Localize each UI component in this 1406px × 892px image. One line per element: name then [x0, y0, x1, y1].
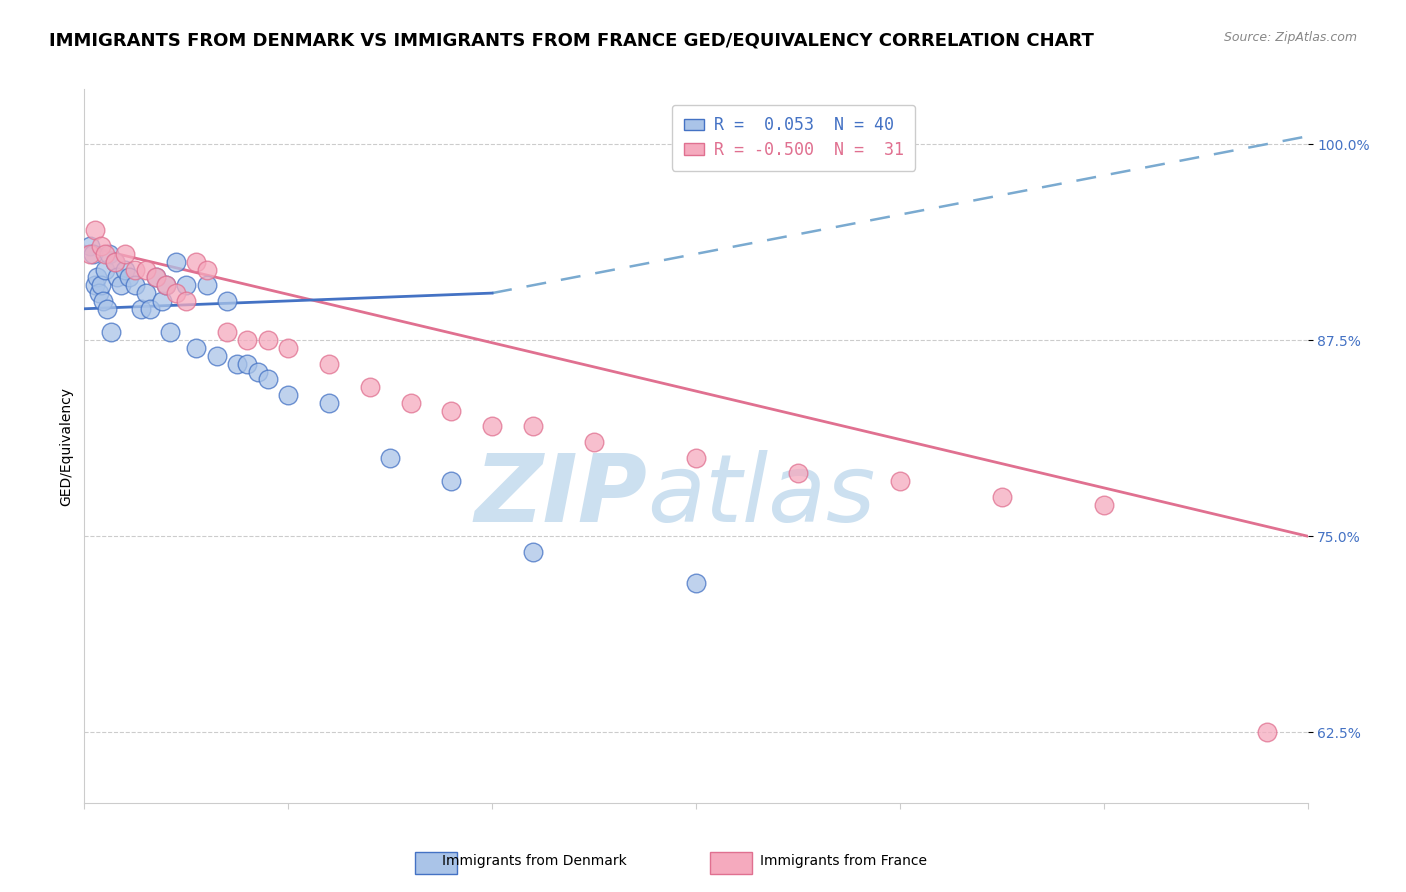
Point: [685, 450, 707, 465]
Point: [138, 301, 160, 316]
Text: IMMIGRANTS FROM DENMARK VS IMMIGRANTS FROM FRANCE GED/EQUIVALENCY CORRELATION CH: IMMIGRANTS FROM DENMARK VS IMMIGRANTS FR…: [49, 31, 1094, 49]
Point: [522, 545, 544, 559]
Y-axis label: GED/Equivalency: GED/Equivalency: [59, 386, 73, 506]
Point: [236, 357, 259, 371]
Point: [318, 396, 340, 410]
Point: [205, 349, 228, 363]
Point: [246, 364, 269, 378]
Point: [79, 239, 101, 253]
Point: [165, 254, 187, 268]
Point: [195, 278, 218, 293]
Text: Immigrants from France: Immigrants from France: [761, 854, 927, 868]
Text: ZIP: ZIP: [474, 450, 647, 542]
Point: [90, 239, 112, 253]
Point: [236, 333, 259, 347]
Legend: R =  0.053  N = 40, R = -0.500  N =  31: R = 0.053 N = 40, R = -0.500 N = 31: [672, 104, 915, 170]
Point: [380, 450, 402, 465]
Point: [787, 467, 810, 481]
Point: [889, 475, 911, 489]
Point: [90, 278, 112, 293]
Point: [104, 254, 127, 268]
Point: [165, 286, 187, 301]
Point: [93, 262, 115, 277]
Point: [118, 270, 141, 285]
Point: [155, 278, 177, 293]
Point: [135, 262, 157, 277]
Point: [440, 475, 463, 489]
Point: [145, 270, 167, 285]
Point: [155, 278, 177, 293]
Point: [93, 247, 115, 261]
Text: Source: ZipAtlas.com: Source: ZipAtlas.com: [1223, 31, 1357, 45]
Point: [257, 333, 280, 347]
Point: [135, 286, 157, 301]
Text: atlas: atlas: [647, 450, 876, 541]
Point: [359, 380, 381, 394]
Point: [186, 254, 208, 268]
Point: [124, 262, 146, 277]
Point: [522, 419, 544, 434]
Point: [150, 293, 173, 308]
Point: [83, 223, 105, 237]
Point: [83, 278, 105, 293]
Point: [86, 270, 108, 285]
Point: [481, 419, 503, 434]
Point: [1256, 725, 1278, 739]
Point: [124, 278, 146, 293]
Text: Immigrants from Denmark: Immigrants from Denmark: [441, 854, 627, 868]
Point: [277, 388, 299, 402]
Point: [440, 403, 463, 417]
Point: [257, 372, 280, 386]
Point: [1092, 498, 1115, 512]
Point: [110, 278, 132, 293]
Point: [318, 357, 340, 371]
Point: [97, 247, 120, 261]
Point: [82, 247, 104, 261]
Point: [114, 262, 136, 277]
Point: [145, 270, 167, 285]
Point: [100, 326, 122, 340]
Point: [104, 254, 127, 268]
Point: [174, 278, 197, 293]
Point: [105, 270, 128, 285]
Point: [91, 293, 114, 308]
Point: [159, 326, 181, 340]
Point: [226, 357, 249, 371]
Point: [87, 286, 110, 301]
Point: [186, 341, 208, 355]
Point: [114, 247, 136, 261]
Point: [79, 247, 101, 261]
Point: [582, 435, 605, 450]
Point: [96, 301, 118, 316]
Point: [990, 490, 1012, 504]
Point: [399, 396, 422, 410]
Point: [217, 326, 239, 340]
Point: [195, 262, 218, 277]
Point: [685, 576, 707, 591]
Point: [217, 293, 239, 308]
Point: [131, 301, 153, 316]
Point: [174, 293, 197, 308]
Point: [277, 341, 299, 355]
